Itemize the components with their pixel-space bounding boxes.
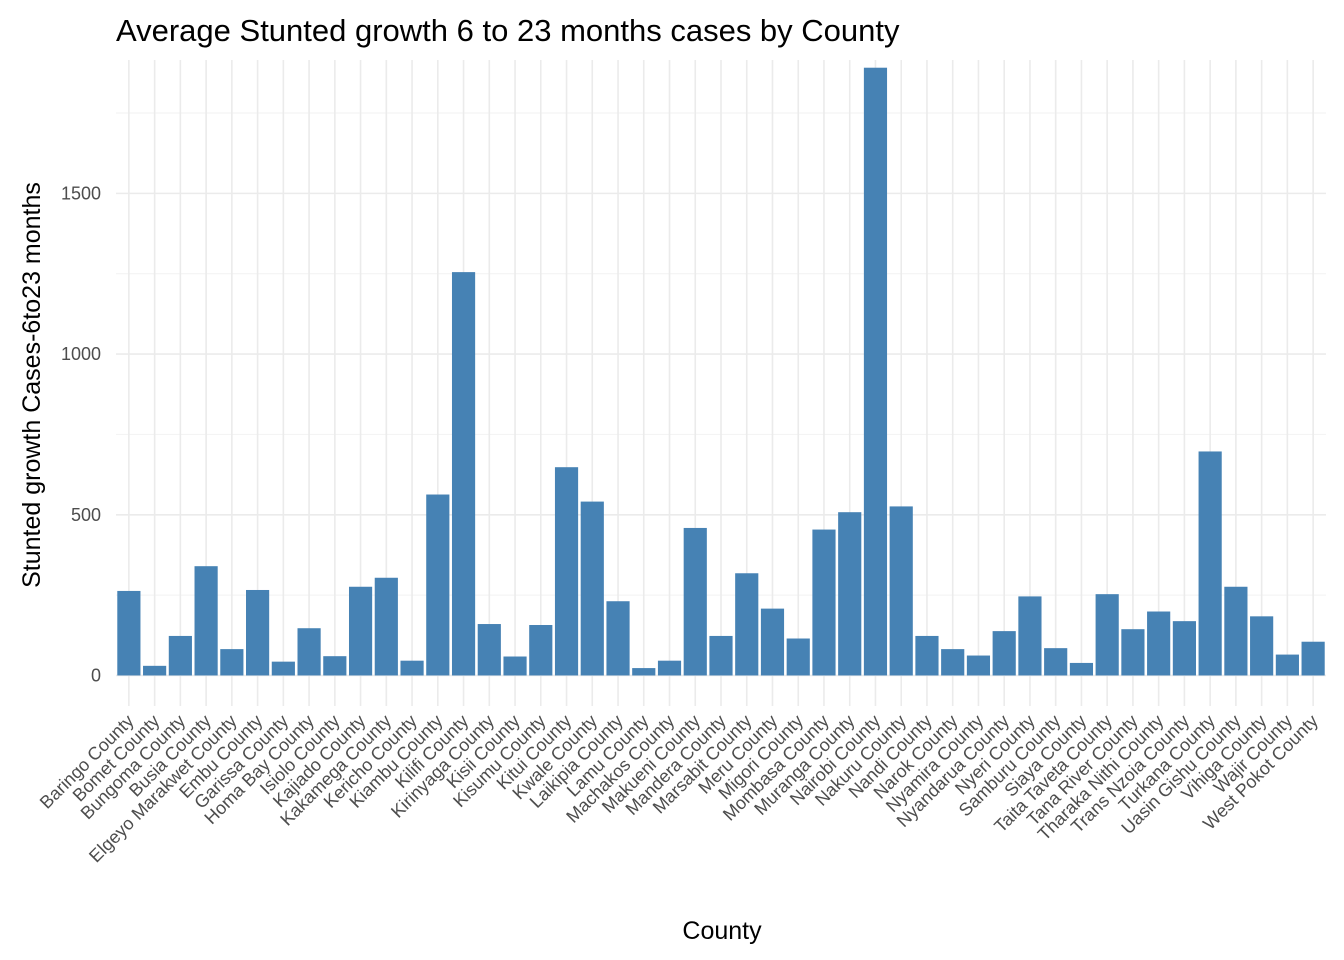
y-tick-label: 1500 [61, 183, 101, 203]
y-tick-label: 500 [71, 505, 101, 525]
y-tick-label: 0 [91, 665, 101, 685]
bar [941, 649, 965, 676]
bar [606, 601, 630, 676]
bar [348, 586, 373, 676]
bar [1069, 662, 1094, 676]
bar [1044, 648, 1068, 676]
bar [271, 661, 295, 676]
bar [786, 638, 810, 676]
bar [1250, 616, 1274, 676]
bar [143, 665, 167, 676]
bar [683, 527, 707, 676]
bar [554, 467, 579, 676]
bars [117, 67, 1325, 676]
bar [735, 573, 759, 676]
bar [1198, 451, 1222, 676]
bar [426, 494, 450, 676]
grid-lines [116, 60, 1326, 706]
x-axis-title: County [682, 917, 762, 945]
bar [709, 635, 733, 676]
y-axis-title: Stunted growth Cases-6to23 months [18, 182, 46, 588]
bar [915, 635, 939, 676]
bar [632, 668, 656, 676]
bar [580, 501, 604, 676]
bar [1224, 586, 1248, 676]
bar [477, 624, 501, 676]
bar [760, 608, 785, 676]
bar [1147, 611, 1171, 676]
bar [966, 655, 991, 676]
bar [889, 506, 913, 676]
bar [657, 660, 682, 676]
bar [812, 529, 836, 676]
bar [1275, 654, 1299, 676]
y-axis-ticks: 0 500 1000 1500 [61, 183, 101, 685]
bar [297, 628, 321, 676]
bar [1172, 621, 1196, 676]
bar [323, 656, 347, 676]
bar [1095, 594, 1119, 676]
bar [992, 631, 1016, 676]
bar [168, 635, 192, 676]
bar [1121, 629, 1145, 676]
bar [529, 625, 553, 676]
bar [451, 272, 476, 676]
bar [1018, 596, 1042, 676]
bar [863, 67, 888, 676]
bar [194, 566, 218, 676]
bar [400, 660, 424, 676]
bar [1301, 641, 1325, 676]
bar [117, 590, 141, 676]
chart-title: Average Stunted growth 6 to 23 months ca… [116, 13, 900, 48]
bar [503, 656, 527, 676]
bar [246, 589, 270, 676]
bar [220, 649, 244, 676]
y-tick-label: 1000 [61, 344, 101, 364]
bar [374, 577, 398, 676]
bar [838, 512, 862, 676]
